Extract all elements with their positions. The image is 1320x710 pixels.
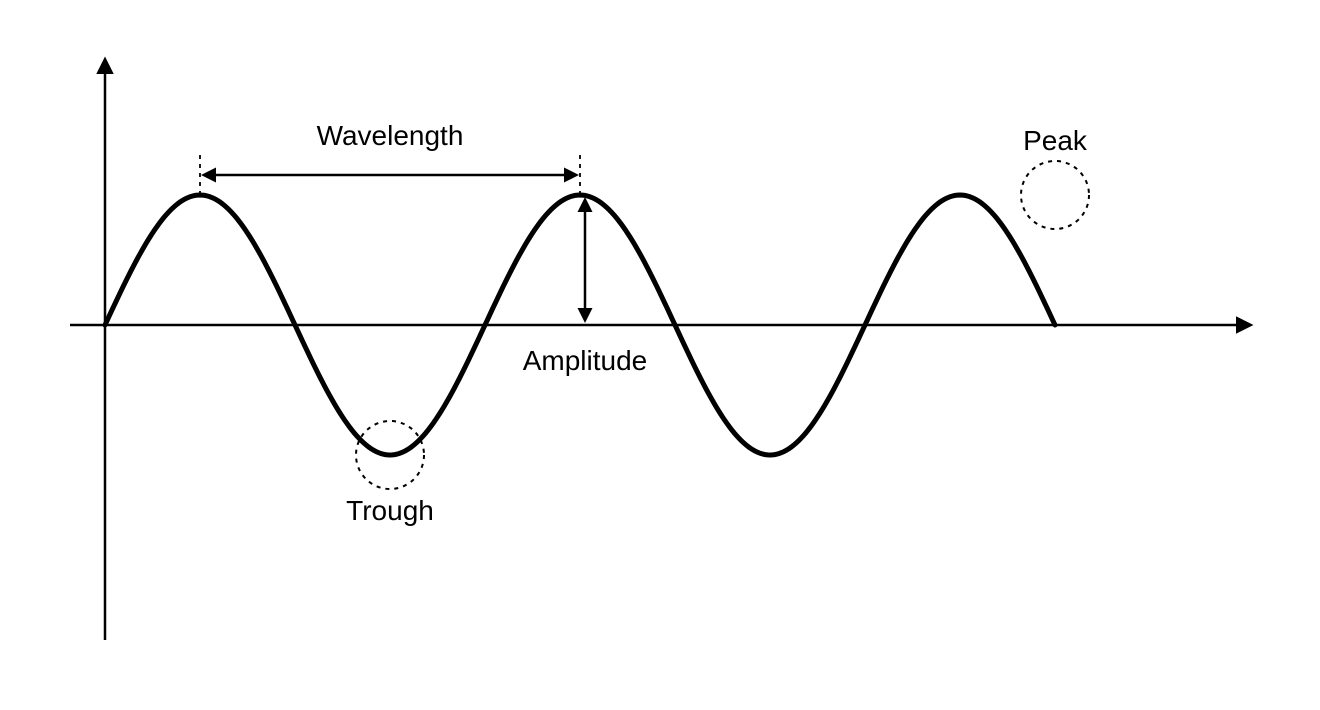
- amplitude-label: Amplitude: [523, 345, 648, 376]
- wave-diagram: Wavelength Amplitude Peak Trough: [0, 0, 1320, 710]
- trough-label: Trough: [346, 495, 434, 526]
- peak-label: Peak: [1023, 125, 1088, 156]
- wavelength-label: Wavelength: [317, 120, 464, 151]
- peak-marker-circle: [1021, 161, 1089, 229]
